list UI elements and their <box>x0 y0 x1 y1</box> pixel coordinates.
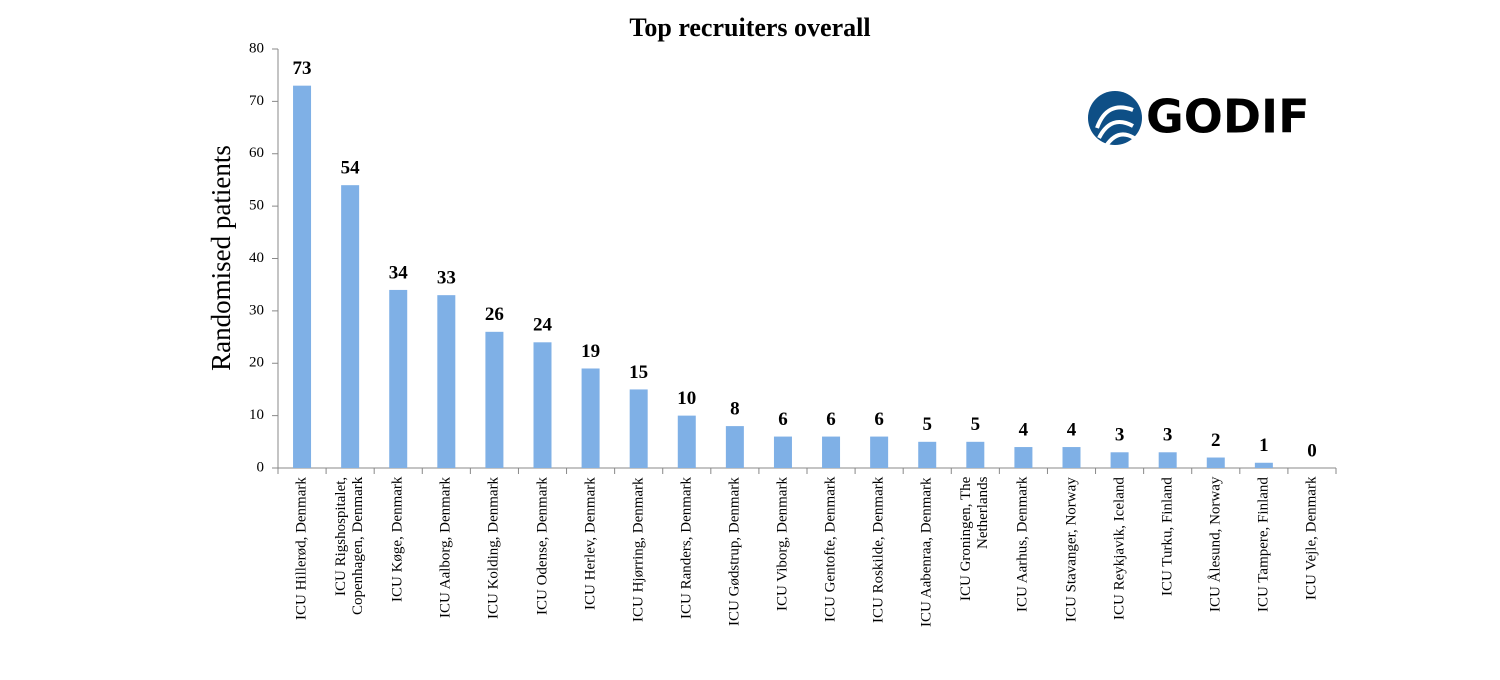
y-tick-label: 40 <box>249 250 264 266</box>
logo-text: GODIF <box>1146 90 1310 144</box>
bar <box>725 426 744 468</box>
data-label: 3 <box>1115 425 1125 446</box>
data-label: 4 <box>1019 419 1029 440</box>
x-tick-label: ICU Stavanger, Norway <box>1063 477 1079 622</box>
bar <box>1110 452 1129 468</box>
x-tick-label: ICU Tampere, Finland <box>1255 477 1272 612</box>
bar <box>437 295 456 468</box>
x-tick-label: ICU Aalborg, Denmark <box>437 477 454 618</box>
bar <box>918 441 937 468</box>
y-tick-label: 30 <box>249 302 264 318</box>
data-label: 19 <box>581 341 600 362</box>
x-tick-label: ICU Aarhus, Denmark <box>1014 477 1031 613</box>
data-label: 34 <box>389 262 409 283</box>
data-label: 3 <box>1163 425 1173 446</box>
bar <box>485 331 504 468</box>
logo-wave <box>1097 120 1134 139</box>
x-tick-label: ICU Vejle, Denmark <box>1303 477 1320 601</box>
y-tick-label: 20 <box>249 355 264 371</box>
x-tick-label: ICU Køge, Denmark <box>389 477 406 603</box>
y-tick-label: 0 <box>257 459 265 475</box>
data-label: 8 <box>730 398 740 419</box>
bar <box>1062 447 1081 468</box>
x-tick-label: ICU Herlev, Denmark <box>582 477 599 610</box>
data-label: 5 <box>971 414 981 435</box>
y-tick-label: 70 <box>249 93 264 109</box>
bar <box>773 436 792 468</box>
bar <box>1158 452 1177 468</box>
x-tick-label: ICU Hjørring, Denmark <box>630 477 647 622</box>
chart-title: Top recruiters overall <box>629 13 870 42</box>
x-tick-label: ICU Gentofte, Denmark <box>822 477 839 623</box>
data-label: 6 <box>874 409 884 430</box>
x-tick-label: ICU Groningen, The Netherlands <box>958 477 992 602</box>
data-label: 10 <box>677 388 696 409</box>
bar <box>677 415 696 468</box>
logo-wave <box>1095 105 1134 129</box>
data-label: 26 <box>485 304 504 325</box>
bar <box>1014 447 1033 468</box>
data-label: 4 <box>1067 419 1077 440</box>
y-tick-label: 50 <box>249 198 264 214</box>
x-tick-label: ICU Kolding, Denmark <box>485 477 502 620</box>
x-tick-label: ICU Turku, Finland <box>1159 477 1176 596</box>
x-tick-label: ICU Viborg, Denmark <box>774 477 791 611</box>
x-tick-label: ICU Roskilde, Denmark <box>870 477 887 624</box>
x-tick-label: ICU Reykjavik, Iceland <box>1111 477 1128 620</box>
data-label: 6 <box>778 409 788 430</box>
data-label: 0 <box>1307 440 1317 461</box>
x-tick-label: ICU Gødstrup, Denmark <box>726 477 743 626</box>
data-label: 73 <box>293 58 312 79</box>
bar <box>293 85 312 468</box>
bar <box>1206 457 1225 468</box>
y-axis-title: Randomised patients <box>206 145 236 371</box>
bar <box>581 368 600 468</box>
x-tick-label: ICU Ålesund, Norway <box>1207 477 1224 613</box>
bar <box>822 436 841 468</box>
data-label: 5 <box>922 414 932 435</box>
y-tick-label: 10 <box>249 407 264 423</box>
data-label: 33 <box>437 268 456 289</box>
bar <box>533 342 552 468</box>
data-label: 1 <box>1259 435 1269 456</box>
data-label: 24 <box>533 315 553 336</box>
logo: GODIF <box>1088 90 1310 148</box>
logo-wave <box>1104 132 1136 148</box>
data-label: 54 <box>341 158 361 179</box>
x-tick-label: ICU Odense, Denmark <box>534 477 550 615</box>
data-label: 2 <box>1211 430 1221 451</box>
y-tick-label: 60 <box>249 145 264 161</box>
x-tick-label: ICU Hillerød, Denmark <box>293 477 310 620</box>
y-tick-label: 80 <box>249 40 264 56</box>
data-label: 6 <box>826 409 836 430</box>
bar <box>870 436 889 468</box>
bar <box>629 389 648 468</box>
x-tick-label: ICU Randers, Denmark <box>678 477 695 620</box>
data-label: 15 <box>629 362 648 383</box>
bar <box>966 441 985 468</box>
bar <box>341 185 360 469</box>
bar <box>389 289 408 468</box>
x-tick-label: ICU Rigshospitalet, Copenhagen, Denmark <box>333 477 367 616</box>
x-tick-label: ICU Aabenraa, Denmark <box>918 477 935 627</box>
bar <box>1254 462 1273 468</box>
